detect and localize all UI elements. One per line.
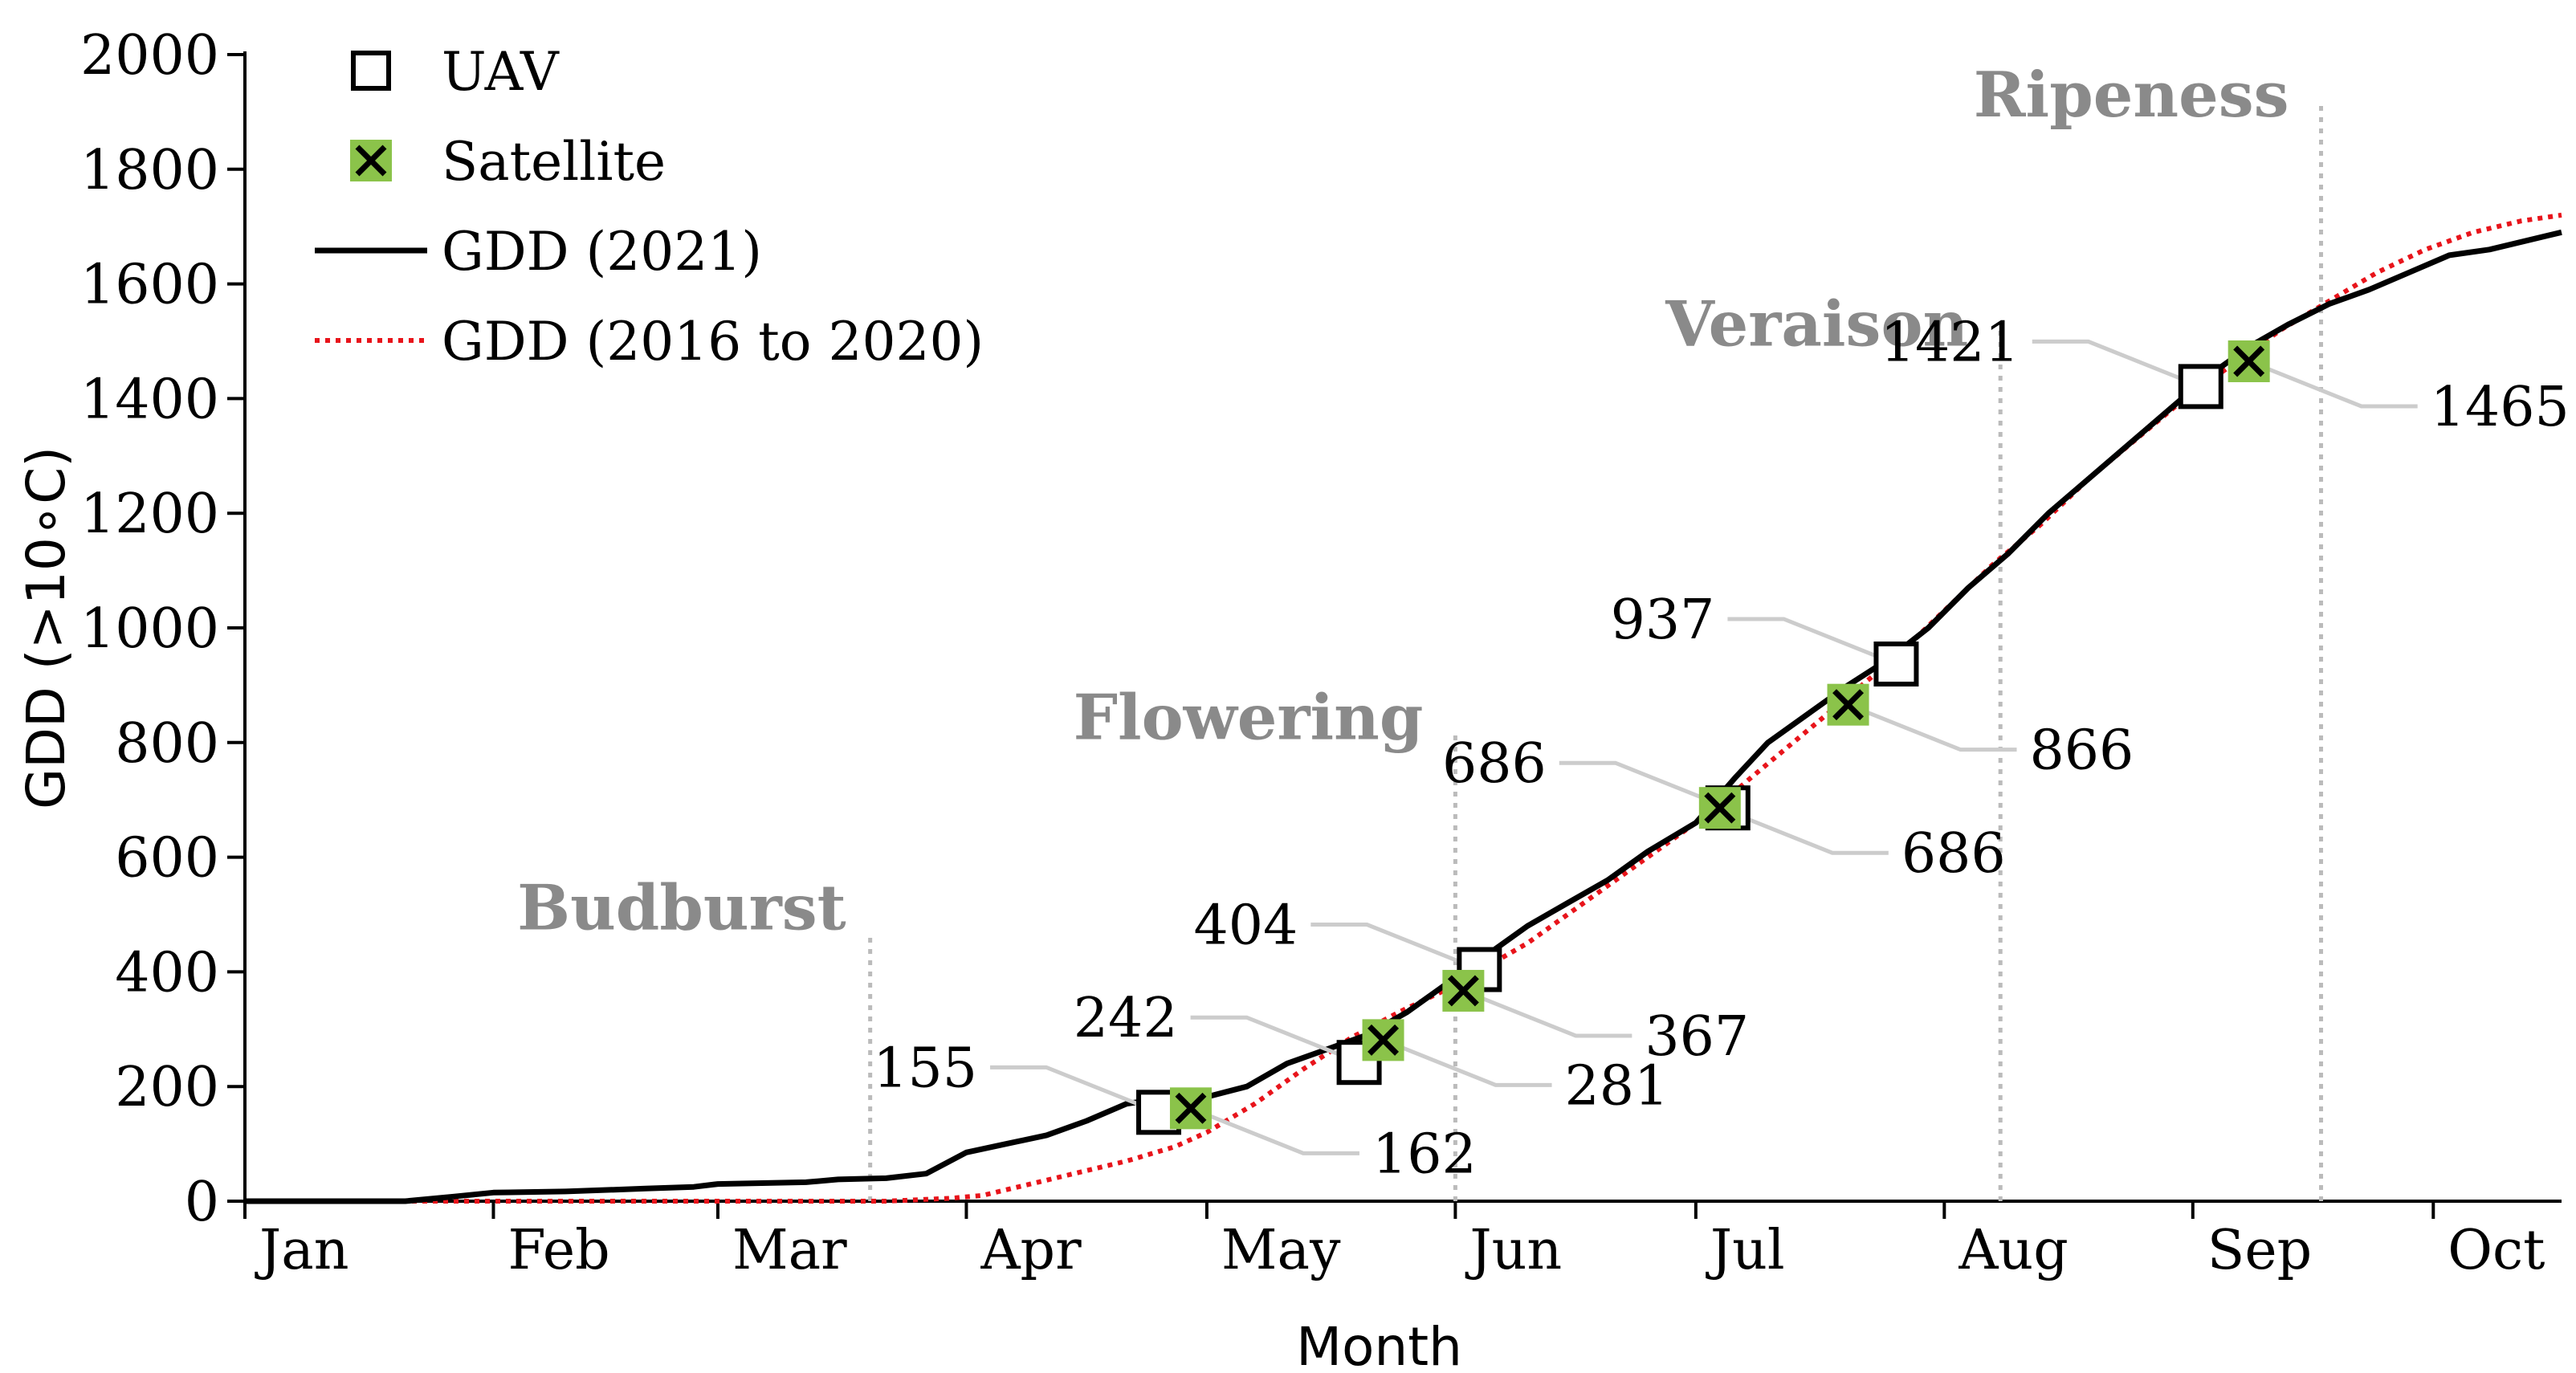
- satellite-marker-cross: [1832, 689, 1865, 721]
- annotation-label: 686: [1901, 822, 2006, 886]
- annotation-label: 866: [2030, 719, 2134, 783]
- annotation-labels: 155 162 242 281 404 367 686 686 937 866 1421 1465: [873, 311, 2570, 1186]
- x-tick-label: Feb: [507, 1219, 609, 1282]
- satellite-marker: [1442, 969, 1485, 1012]
- stage-label: Flowering: [1074, 682, 1424, 755]
- x-tick-label: Apr: [980, 1219, 1082, 1282]
- stage-label: Budburst: [517, 872, 846, 945]
- y-tick-label: 400: [115, 941, 219, 1004]
- uav-marker: [2178, 364, 2223, 409]
- stage-label: Veraison: [1665, 288, 1968, 361]
- x-tick-label: Mar: [732, 1219, 847, 1282]
- satellite-marker-cross: [355, 145, 387, 177]
- leader-line: [1382, 1038, 1552, 1087]
- x-tick-label: Jun: [1465, 1219, 1562, 1282]
- legend-label: GDD (2021): [442, 221, 762, 283]
- annotation-label: 1465: [2431, 376, 2570, 439]
- stage-label: Ripeness: [1974, 59, 2289, 132]
- legend: UAV Satellite GDD (2021) GDD (2016 to 2020): [315, 41, 984, 373]
- satellite-marker: [1698, 787, 1741, 829]
- annotation-label: 367: [1645, 1005, 1749, 1069]
- x-tick-label: Sep: [2207, 1219, 2312, 1282]
- satellite-marker: [1827, 683, 1869, 726]
- y-tick-label: 600: [115, 827, 219, 890]
- annotation-label: 281: [1565, 1054, 1669, 1118]
- y-axis-title: GDD (>10∘C): [15, 446, 77, 809]
- legend-uav-icon: [351, 51, 391, 91]
- satellite-marker: [1362, 1019, 1404, 1061]
- annotation-label: 242: [1074, 987, 1178, 1050]
- annotation-label: 404: [1194, 894, 1298, 958]
- satellite-marker-cross: [1704, 792, 1736, 824]
- leader-line: [1559, 760, 1729, 810]
- annotation-label: 686: [1442, 732, 1547, 796]
- y-tick-label: 2000: [80, 24, 219, 88]
- leader-line: [1462, 988, 1632, 1038]
- legend-satellite-icon: [350, 140, 392, 181]
- satellite-marker: [1169, 1087, 1212, 1130]
- leader-line: [1190, 1106, 1359, 1155]
- x-tick-label: Jan: [255, 1219, 349, 1282]
- x-tick-label: May: [1221, 1219, 1341, 1282]
- x-tick-label: Jul: [1706, 1219, 1785, 1282]
- x-tick-label: Oct: [2448, 1219, 2545, 1282]
- satellite-marker: [2228, 340, 2270, 382]
- annotation-label: 937: [1611, 589, 1715, 652]
- data-markers: [1136, 340, 2270, 1135]
- y-tick-label: 200: [115, 1056, 219, 1119]
- uav-marker: [1873, 641, 1919, 686]
- legend-label: GDD (2016 to 2020): [442, 311, 984, 373]
- y-tick-label: 800: [115, 712, 219, 776]
- satellite-marker-cross: [1447, 975, 1479, 1007]
- satellite-marker-cross: [1367, 1024, 1400, 1056]
- leader-line: [1718, 805, 1889, 855]
- y-tick-label: 0: [185, 1171, 219, 1234]
- y-tick-label: 1400: [80, 368, 219, 431]
- leader-line: [1847, 703, 2017, 752]
- y-tick-label: 1200: [80, 483, 219, 546]
- leader-line: [990, 1065, 1160, 1114]
- legend-label: Satellite: [442, 131, 666, 193]
- axes: 0 200 400 600 800 1000 1200 1400 1600 1800 2000 Jan…: [15, 24, 2562, 1373]
- annotation-leaders: [990, 339, 2418, 1155]
- annotation-label: 162: [1372, 1122, 1477, 1186]
- y-tick-label: 1600: [80, 254, 219, 317]
- satellite-marker-cross: [2233, 345, 2265, 377]
- leader-line: [1310, 923, 1481, 972]
- legend-label: UAV: [442, 41, 560, 103]
- leader-line: [2032, 339, 2202, 389]
- leader-line: [1190, 1015, 1360, 1065]
- annotation-label: 155: [873, 1037, 977, 1100]
- stage-markers: Budburst Flowering Veraison Ripeness: [517, 59, 2324, 1201]
- leader-line: [2248, 359, 2418, 409]
- annotation-label: 1421: [1881, 311, 2020, 374]
- y-tick-label: 1000: [80, 597, 219, 661]
- x-tick-label: Aug: [1958, 1219, 2068, 1282]
- leader-line: [1727, 617, 1897, 666]
- x-axis-title: Month: [1296, 1316, 1462, 1373]
- satellite-marker-cross: [1175, 1092, 1207, 1124]
- y-tick-label: 1800: [80, 139, 219, 202]
